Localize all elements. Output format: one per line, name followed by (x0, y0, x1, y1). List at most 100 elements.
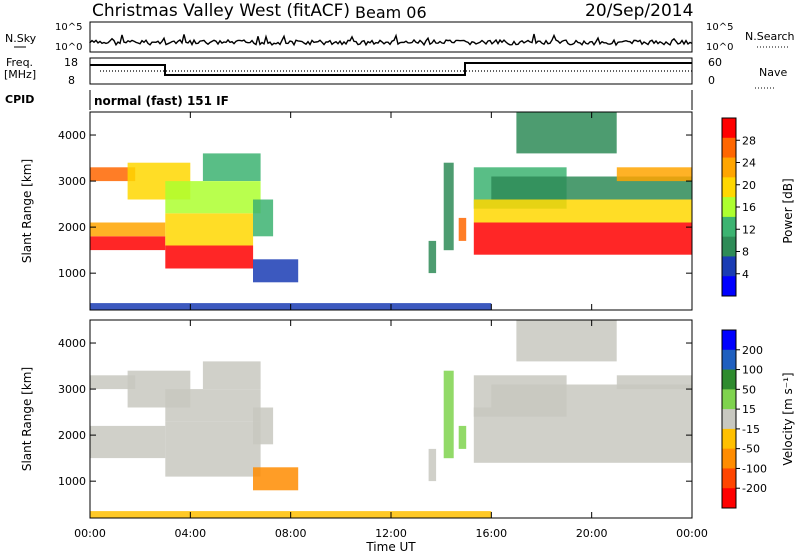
velocity-band-5 (202, 361, 261, 389)
station-title: Christmas Valley West (fitACF) (92, 1, 350, 21)
cpid-text: normal (fast) 151 IF (94, 94, 229, 108)
power-colorbar-tick-0: 4 (742, 268, 749, 281)
power-colorbar-swatch-8 (722, 276, 736, 297)
velocity-colorbar-tick-1: 100 (742, 364, 763, 377)
velocity-band-9 (458, 425, 467, 449)
power-colorbar-tick-4: 20 (742, 179, 756, 192)
velocity-ytick-3: 4000 (58, 337, 86, 350)
power-ytick-2: 3000 (58, 175, 86, 188)
velocity-colorbar-tick-5: -50 (742, 443, 760, 456)
power-colorbar-tick-5: 24 (742, 157, 756, 170)
velocity-colorbar-swatch-3 (722, 389, 736, 410)
time-axis-label: Time UT (365, 540, 416, 554)
velocity-ylabel: Slant Range [km] (20, 367, 34, 471)
cpid-panel: CPID normal (fast) 151 IF (5, 90, 693, 110)
power-band-17 (516, 112, 617, 154)
velocity-band-7 (253, 467, 299, 491)
time-axis: 00:00 04:00 08:00 12:00 16:00 20:00 00:00 (74, 527, 708, 540)
velocity-colorbar-swatch-4 (722, 409, 736, 430)
power-band-8 (253, 199, 274, 237)
nave-tick-top: 60 (708, 56, 722, 69)
velocity-panel: 1000 2000 3000 4000 Slant Range [km] (20, 319, 693, 519)
velocity-colorbar-swatch-8 (722, 488, 736, 509)
power-colorbar-swatch-0 (722, 118, 736, 139)
power-band-1 (90, 222, 166, 237)
power-colorbar-swatch-4 (722, 197, 736, 218)
velocity-band-10 (428, 448, 437, 482)
nsky-label: N.Sky (5, 32, 37, 45)
velocity-band-14 (516, 320, 617, 362)
time-tick-6: 00:00 (676, 527, 708, 540)
nsky-tick-bottom: 10^0 (55, 42, 82, 53)
nave-tick-bottom: 0 (708, 74, 715, 87)
velocity-band-0 (90, 425, 166, 459)
power-band-6 (165, 181, 261, 214)
time-tick-0: 00:00 (74, 527, 106, 540)
freq-label: Freq. (6, 56, 33, 69)
velocity-colorbar-tick-3: 15 (742, 403, 756, 416)
power-colorbar-swatch-7 (722, 256, 736, 277)
power-ylabel: Slant Range [km] (20, 159, 34, 263)
time-tick-1: 04:00 (174, 527, 206, 540)
nsky-tick-top: 10^5 (55, 22, 82, 33)
velocity-band-1 (90, 375, 136, 390)
velocity-band-8 (443, 370, 454, 459)
power-colorbar-tick-2: 12 (742, 223, 756, 236)
power-band-4 (165, 245, 254, 269)
power-band-11 (458, 217, 467, 241)
velocity-band-6 (253, 407, 274, 445)
power-band-18 (616, 167, 693, 182)
nsearch-tick-bottom: 10^0 (706, 42, 733, 53)
velocity-colorbar-swatch-0 (722, 330, 736, 351)
time-tick-5: 20:00 (576, 527, 608, 540)
velocity-band-13 (491, 384, 692, 408)
nave-label: Nave (759, 66, 787, 79)
velocity-colorbar: 200 100 50 15 -15 -50 -100 -200 (721, 329, 767, 509)
power-colorbar-tick-6: 28 (742, 134, 756, 147)
nsearch-tick-top: 10^5 (706, 22, 733, 33)
power-panel: 1000 2000 3000 4000 Slant Range [km] (20, 111, 693, 311)
freq-tick-top: 18 (64, 56, 78, 69)
velocity-colorbar-swatch-5 (722, 428, 736, 450)
beam-title: Beam 06 (355, 3, 427, 22)
power-colorbar-tick-3: 16 (742, 201, 756, 214)
power-band-5 (165, 213, 254, 246)
time-tick-3: 12:00 (375, 527, 407, 540)
velocity-ytick-0: 1000 (58, 475, 86, 488)
velocity-colorbar-tick-4: -15 (742, 423, 760, 436)
power-colorbar-swatch-6 (722, 236, 736, 257)
date-title: 20/Sep/2014 (585, 1, 693, 21)
velocity-band-3 (165, 421, 261, 477)
power-colorbar-swatch-3 (722, 177, 736, 198)
power-band-10 (443, 162, 454, 251)
nsky-panel: N.Sky 10^5 10^0 10^5 10^0 N.Search (5, 21, 795, 53)
velocity-colorbar-swatch-7 (722, 468, 736, 489)
velocity-colorbar-swatch-2 (722, 369, 736, 390)
velocity-colorbar-swatch-6 (722, 448, 736, 469)
time-tick-2: 08:00 (275, 527, 307, 540)
power-band-14 (473, 222, 692, 255)
power-band-2 (90, 167, 136, 182)
freq-tick-bottom: 8 (68, 74, 75, 87)
power-ytick-0: 1000 (58, 267, 86, 280)
velocity-colorbar-tick-0: 200 (742, 344, 763, 357)
velocity-band-12 (473, 407, 692, 463)
power-band-16 (491, 176, 692, 200)
freq-trace (90, 62, 692, 76)
velocity-colorbar-tick-7: -200 (742, 482, 767, 495)
power-colorbar-tick-1: 8 (742, 246, 749, 259)
velocity-colorbar-label: Velocity [m s⁻¹] (781, 372, 795, 465)
power-ytick-3: 4000 (58, 129, 86, 142)
velocity-ytick-1: 2000 (58, 429, 86, 442)
power-band-9 (253, 259, 299, 283)
power-colorbar-swatch-1 (722, 137, 736, 159)
power-band-15 (473, 199, 692, 223)
power-band-12 (428, 240, 437, 274)
velocity-colorbar-swatch-1 (722, 349, 736, 371)
power-band-0 (90, 236, 166, 251)
nsearch-label: N.Search (745, 30, 795, 43)
velocity-colorbar-tick-2: 50 (742, 383, 756, 396)
time-tick-4: 16:00 (475, 527, 507, 540)
velocity-colorbar-tick-6: -100 (742, 462, 767, 475)
